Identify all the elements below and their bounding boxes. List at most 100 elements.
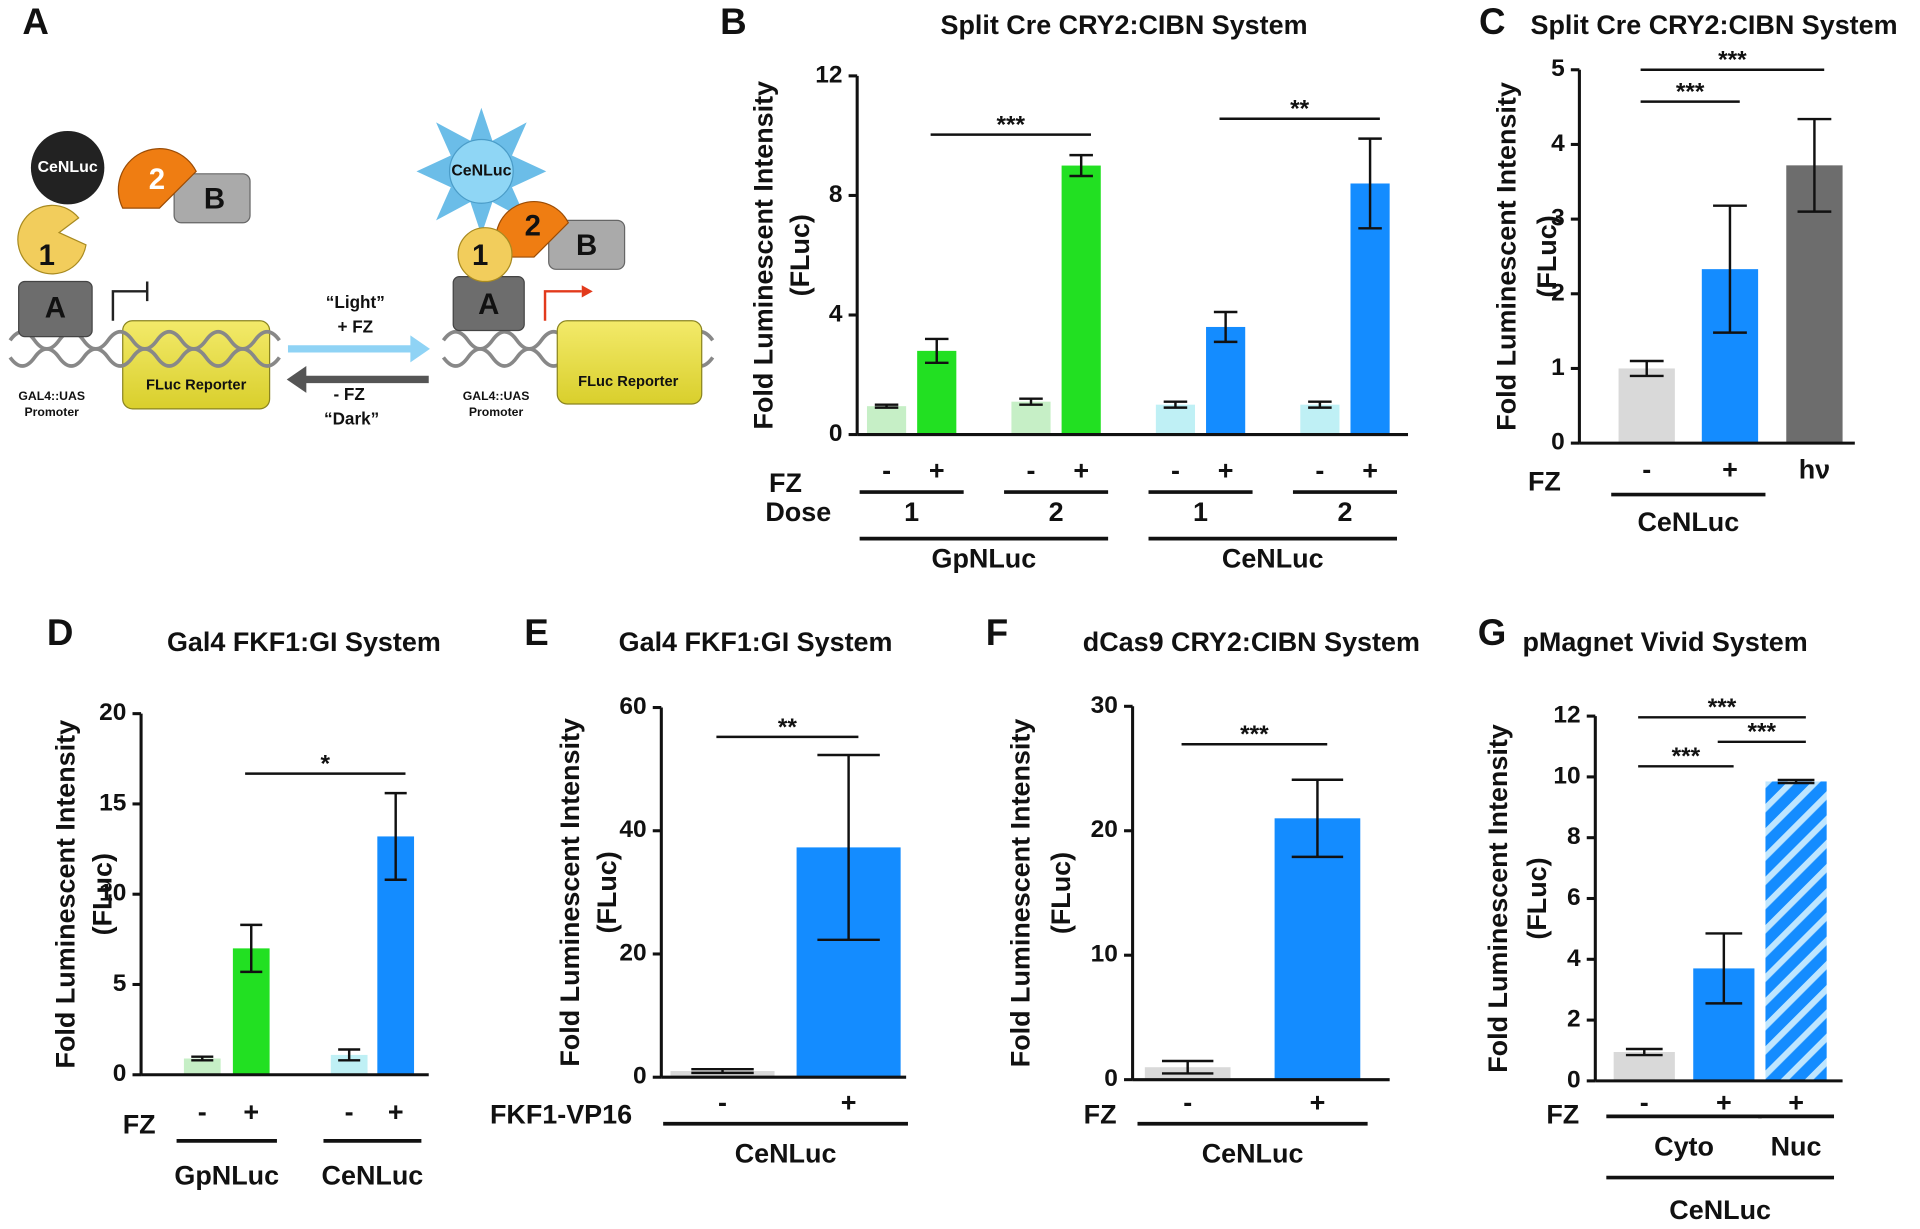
row-label: FZ [1546,1099,1579,1129]
y-tick-label: 1 [1551,354,1565,381]
arrow-label: “Light” [326,292,385,312]
part-2-label: 2 [525,209,541,242]
panel-letter: E [524,612,549,653]
y-tick-label: 20 [99,699,126,726]
significance-label: *** [1747,719,1776,746]
group-label: Cyto [1654,1131,1714,1161]
reverse-arrow [286,366,429,393]
bar [1206,326,1246,435]
significance-label: *** [1718,47,1747,74]
y-tick-label: 30 [1091,692,1118,719]
y-tick-label: 20 [1091,816,1118,843]
part-b-label: B [204,183,225,216]
part-b [548,219,626,270]
y-tick-label: 2 [1567,1006,1581,1033]
promoter-label: GAL4::UAS [463,389,530,403]
group-label: GpNLuc [932,544,1037,574]
group-label: 1 [1193,497,1208,527]
nluc [30,130,105,205]
category-label: - [718,1087,727,1117]
y-tick-label: 3 [1551,205,1565,232]
significance-label: *** [997,112,1026,139]
panel-letter: B [720,1,747,42]
promoter-mark [543,290,582,321]
group-label: CeNLuc [735,1139,837,1169]
category-label: + [841,1087,857,1117]
group-label: CeNLuc [1222,544,1324,574]
category-label: + [388,1097,404,1127]
category-label: + [1716,1087,1732,1117]
bar [917,350,957,435]
part-1-label: 1 [39,239,55,272]
y-tick-label: 4 [829,300,843,327]
row-label: FZ [1528,467,1561,497]
reporter-label: FLuc Reporter [146,377,247,393]
panel-letter: F [986,612,1008,653]
promoter-mark [111,281,149,321]
group-label: 2 [1049,497,1064,527]
category-label: + [1362,456,1378,486]
y-axis-label: Fold Luminescent Intensity [51,720,81,1069]
bar [1765,781,1827,1081]
y-tick-label: 20 [619,939,646,966]
category-label: + [929,456,945,486]
bar [866,406,907,435]
bar [1274,818,1361,1080]
nluc [448,138,514,204]
group-label: CeNLuc [322,1161,424,1191]
y-axis-label: Fold Luminescent Intensity [1483,724,1513,1073]
bar [1613,1052,1675,1081]
promoter-label: Promoter [25,405,80,419]
part-1 [457,227,513,283]
y-tick-label: 10 [99,880,126,907]
category-label: - [882,456,891,486]
nluc-label: CeNLuc [451,163,511,180]
level-label: Dose [765,497,831,527]
y-tick-label: 0 [1551,429,1565,456]
y-tick-label: 6 [1567,884,1581,911]
y-tick-label: 2 [1551,279,1565,306]
panel-letter: C [1479,1,1506,42]
y-tick-label: 4 [1567,945,1581,972]
panel-letter: G [1478,612,1507,653]
y-axis-label: Fold Luminescent Intensity [1492,82,1522,431]
part-b-label: B [576,229,597,262]
nluc-label: CeNLuc [38,159,98,176]
significance-label: *** [1240,721,1269,748]
group-label: CeNLuc [1202,1139,1304,1169]
y-tick-label: 0 [633,1063,647,1090]
y-tick-label: 5 [1551,55,1565,82]
y-axis-label: (FLuc) [1532,215,1562,297]
significance-label: ** [1290,96,1310,123]
y-axis-label: (FLuc) [1046,852,1076,934]
y-tick-label: 12 [1553,702,1580,729]
reporter-label: FLuc Reporter [578,374,679,390]
category-label: + [1218,456,1234,486]
category-label: - [1027,456,1036,486]
category-label: + [1310,1087,1326,1117]
panel-letter: D [47,612,74,653]
part-b [173,173,251,224]
category-label: + [243,1097,259,1127]
category-label: - [1642,454,1651,484]
part-a-label: A [45,291,66,324]
forward-arrow [287,335,430,363]
y-tick-label: 40 [619,816,646,843]
part-a-label: A [478,288,499,321]
y-axis-label: Fold Luminescent Intensity [1006,719,1036,1068]
y-tick-label: 8 [1567,823,1581,850]
reporter-box [122,320,271,410]
part-2-label: 2 [149,163,165,196]
category-label: + [1788,1087,1804,1117]
significance-label: * [321,751,331,778]
bar [1011,401,1051,435]
y-axis-label: Fold Luminescent Intensity [555,718,585,1067]
y-tick-label: 0 [1567,1066,1581,1093]
promoter-label: Promoter [469,405,524,419]
row-label: FZ [123,1109,156,1139]
chart-title: pMagnet Vivid System [1522,627,1807,657]
group-label: CeNLuc [1637,507,1739,537]
category-label: - [345,1097,354,1127]
category-label: - [1171,456,1180,486]
y-tick-label: 10 [1091,941,1118,968]
